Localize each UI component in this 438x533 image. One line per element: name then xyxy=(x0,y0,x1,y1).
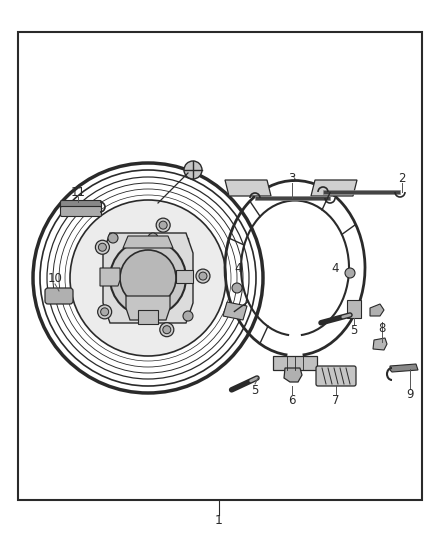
Polygon shape xyxy=(323,190,400,195)
Text: 2: 2 xyxy=(398,172,406,184)
Circle shape xyxy=(184,161,202,179)
FancyBboxPatch shape xyxy=(60,206,102,216)
Circle shape xyxy=(232,283,242,293)
Polygon shape xyxy=(126,296,170,320)
Text: 5: 5 xyxy=(350,324,358,336)
Circle shape xyxy=(120,250,176,306)
Circle shape xyxy=(196,269,210,283)
Polygon shape xyxy=(223,302,247,320)
Circle shape xyxy=(98,305,112,319)
Polygon shape xyxy=(284,368,302,382)
Circle shape xyxy=(95,240,110,254)
Polygon shape xyxy=(255,196,330,200)
Circle shape xyxy=(183,311,193,321)
Text: 1: 1 xyxy=(215,513,223,527)
Text: 4: 4 xyxy=(234,262,242,274)
Text: 6: 6 xyxy=(288,393,296,407)
Text: 8: 8 xyxy=(378,321,386,335)
Text: 9: 9 xyxy=(406,389,414,401)
Circle shape xyxy=(163,326,171,334)
Circle shape xyxy=(345,268,355,278)
Polygon shape xyxy=(103,233,193,323)
Polygon shape xyxy=(225,180,271,196)
Polygon shape xyxy=(100,268,120,286)
Polygon shape xyxy=(123,236,173,248)
Circle shape xyxy=(101,308,109,316)
FancyBboxPatch shape xyxy=(316,366,356,386)
Polygon shape xyxy=(311,180,357,196)
Polygon shape xyxy=(373,338,387,350)
Bar xyxy=(273,356,317,370)
Circle shape xyxy=(99,243,106,251)
Bar xyxy=(18,32,422,500)
Bar xyxy=(108,238,188,318)
Circle shape xyxy=(156,218,170,232)
Polygon shape xyxy=(390,364,418,372)
Circle shape xyxy=(160,322,174,337)
Bar xyxy=(347,300,361,318)
Text: 7: 7 xyxy=(332,393,340,407)
Text: 4: 4 xyxy=(331,262,339,274)
Circle shape xyxy=(110,240,186,316)
Circle shape xyxy=(148,233,158,243)
Polygon shape xyxy=(370,304,384,316)
Circle shape xyxy=(108,233,118,243)
Text: 11: 11 xyxy=(71,185,85,198)
Text: 10: 10 xyxy=(48,271,63,285)
Text: 3: 3 xyxy=(288,172,296,184)
Circle shape xyxy=(159,221,167,229)
Polygon shape xyxy=(176,270,193,283)
FancyBboxPatch shape xyxy=(60,200,102,211)
Circle shape xyxy=(199,272,207,280)
Bar xyxy=(138,310,158,324)
Text: 5: 5 xyxy=(251,384,259,397)
Circle shape xyxy=(70,200,226,356)
FancyBboxPatch shape xyxy=(45,288,73,304)
